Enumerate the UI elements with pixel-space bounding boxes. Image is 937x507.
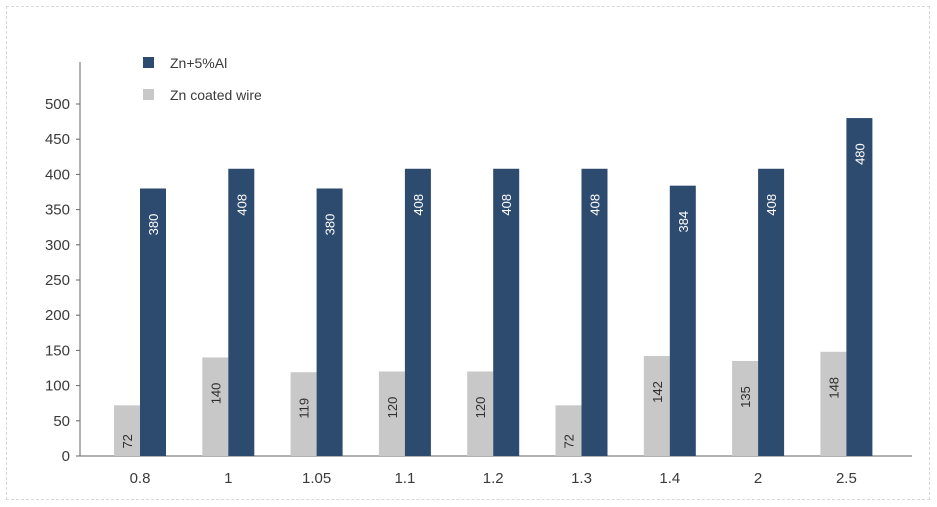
x-tick-label: 1.1 [394, 470, 415, 487]
bar-zn-5al [846, 118, 873, 456]
y-tick-label: 0 [62, 448, 70, 465]
bar-value-label: 142 [650, 381, 665, 403]
bar-zn-5al [228, 168, 255, 456]
y-tick-label: 450 [45, 131, 70, 148]
bar-zn-coated-wire [467, 371, 494, 456]
x-tick-label: 1.05 [302, 470, 331, 487]
bar-value-label: 408 [234, 194, 249, 216]
x-tick-label: 2.5 [836, 470, 857, 487]
legend: Zn+5%Al Zn coated wire [143, 55, 262, 103]
bar-value-label: 72 [562, 434, 577, 448]
bar-value-label: 380 [146, 214, 161, 236]
bar-zn-coated-wire [114, 405, 140, 456]
bar-zn-5al [669, 185, 696, 456]
y-tick-label: 100 [45, 378, 70, 395]
bar-value-label: 119 [297, 398, 312, 419]
bar-value-label: 135 [738, 386, 753, 408]
bar-value-label: 120 [385, 397, 400, 419]
legend-swatch [143, 89, 154, 100]
bar-zn-5al [404, 168, 431, 456]
x-tick-label: 2 [754, 470, 762, 487]
y-tick-label: 50 [53, 413, 70, 430]
bar-zn-coated-wire [202, 357, 229, 456]
bar-zn-5al [493, 168, 520, 456]
x-tick-label: 1 [224, 470, 232, 487]
bar-zn-5al [140, 188, 166, 457]
axes: 0 50 100 150 200 250 300 350 400 450 500 0.8 1 1.05 1.… [45, 62, 912, 487]
y-tick-label: 500 [45, 96, 70, 113]
bar-zn-coated-wire [290, 372, 317, 456]
y-tick-label: 300 [45, 237, 70, 254]
bar-zn-5al [581, 168, 608, 456]
bar-value-label: 72 [120, 434, 135, 448]
bar-zn-coated-wire [820, 351, 847, 456]
y-tick-label: 400 [45, 166, 70, 183]
bar-value-label: 408 [764, 194, 779, 216]
y-tick-label: 150 [45, 342, 70, 359]
legend-label: Zn coated wire [170, 87, 262, 103]
bar-zn-coated-wire [378, 371, 405, 456]
x-tick-label: 1.3 [571, 470, 592, 487]
bar-zn-5al [758, 168, 785, 456]
bar-value-label: 148 [826, 377, 841, 399]
x-tick-label: 1.4 [659, 470, 680, 487]
bar-zn-5al [316, 188, 343, 457]
legend-label: Zn+5%Al [170, 55, 227, 71]
y-tick-label: 350 [45, 202, 70, 219]
bar-value-label: 408 [588, 194, 603, 216]
x-tick-label: 0.8 [130, 470, 151, 487]
bar-zn-coated-wire [555, 405, 582, 456]
y-tick-label: 250 [45, 272, 70, 289]
y-tick-label: 200 [45, 307, 70, 324]
bar-zn-coated-wire [732, 360, 759, 456]
bar-value-label: 140 [208, 383, 223, 405]
bar-value-label: 380 [323, 214, 338, 236]
x-tick-label: 1.2 [483, 470, 504, 487]
legend-swatch [143, 57, 154, 68]
bar-zn-coated-wire [643, 356, 670, 456]
chart-frame [6, 6, 930, 500]
bar-value-label: 408 [411, 194, 426, 216]
bar-value-label: 408 [499, 194, 514, 216]
bar-value-label: 384 [676, 211, 691, 233]
bars: 72 380 140 408 119 380 120 408 120 408 72 408 142 384… [114, 118, 873, 457]
bar-value-label: 120 [473, 397, 488, 419]
bar-value-label: 480 [852, 143, 867, 165]
